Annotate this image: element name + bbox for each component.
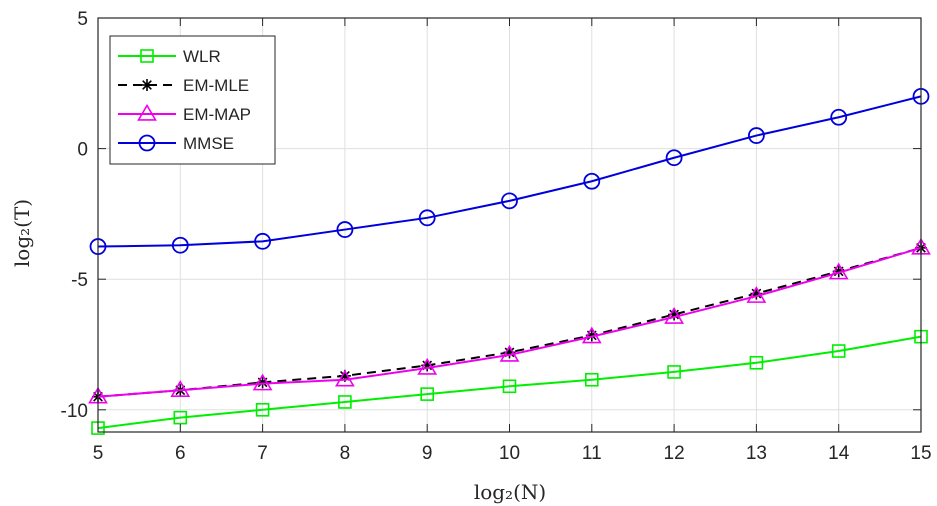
legend-label: WLR [183,47,221,66]
data-point [255,402,270,417]
data-point [171,236,189,254]
data-point [581,326,602,344]
x-tick-label: 12 [664,443,685,464]
data-point [502,379,517,394]
data-point [141,79,153,91]
data-point [338,395,352,409]
data-point [746,286,767,303]
data-point [137,103,157,121]
series-mmse [89,87,930,255]
y-tick-label: 5 [77,9,88,30]
data-point [501,192,518,210]
x-tick-label: 13 [746,443,767,464]
y-axis-label: log₂(T) [10,199,34,267]
x-tick-label: 8 [340,443,351,464]
data-point [173,410,188,425]
legend-item-wlr: WLR [118,47,221,66]
x-axis-label: log₂(N) [474,480,546,504]
y-tick-label: -5 [71,270,88,291]
x-tick-label: 15 [910,443,931,464]
data-point [335,369,355,387]
y-tick-label: -10 [61,401,88,422]
data-point [336,221,354,238]
x-tick-label: 10 [499,443,520,464]
tick-labels: 5 6 7 8 9 10 11 12 13 14 15 5 0 -5 -10 [61,9,932,464]
data-point [417,357,438,375]
axis-ticks [97,17,922,432]
y-tick-label: 0 [77,140,88,161]
data-point [254,232,272,250]
legend: WLR EM-MLE EM-MAP MMSE [109,35,276,165]
legend-label: MMSE [183,134,234,153]
x-tick-label: 14 [828,443,850,464]
data-point [584,372,599,387]
data-point [499,344,520,362]
data-point [748,127,765,144]
legend-item-em-map: EM-MAP [118,103,251,124]
legend-label: EM-MLE [183,76,249,95]
series-line [97,95,922,248]
data-point [420,387,435,401]
data-point [831,344,846,358]
data-point [664,306,684,324]
data-point [140,49,154,63]
data-point [830,108,848,126]
x-tick-label: 11 [582,443,602,464]
series-line [97,335,922,430]
data-point [583,172,601,190]
legend-label: EM-MAP [183,105,251,124]
legend-item-mmse: MMSE [118,134,234,153]
x-tick-label: 5 [93,443,104,464]
data-point [749,355,764,370]
x-tick-label: 6 [175,443,186,464]
data-point [138,134,156,152]
series-wlr [91,329,928,435]
data-point [667,365,681,379]
data-point [828,262,849,280]
data-point [252,373,273,391]
data-point [665,149,683,167]
x-tick-label: 7 [257,443,268,464]
legend-item-em-mle: EM-MLE [118,76,249,95]
x-tick-label: 9 [422,443,433,464]
data-point [418,209,436,227]
series-line [97,246,922,398]
data-point [170,380,191,397]
series-em-map [88,237,931,404]
series-layer [88,87,931,435]
